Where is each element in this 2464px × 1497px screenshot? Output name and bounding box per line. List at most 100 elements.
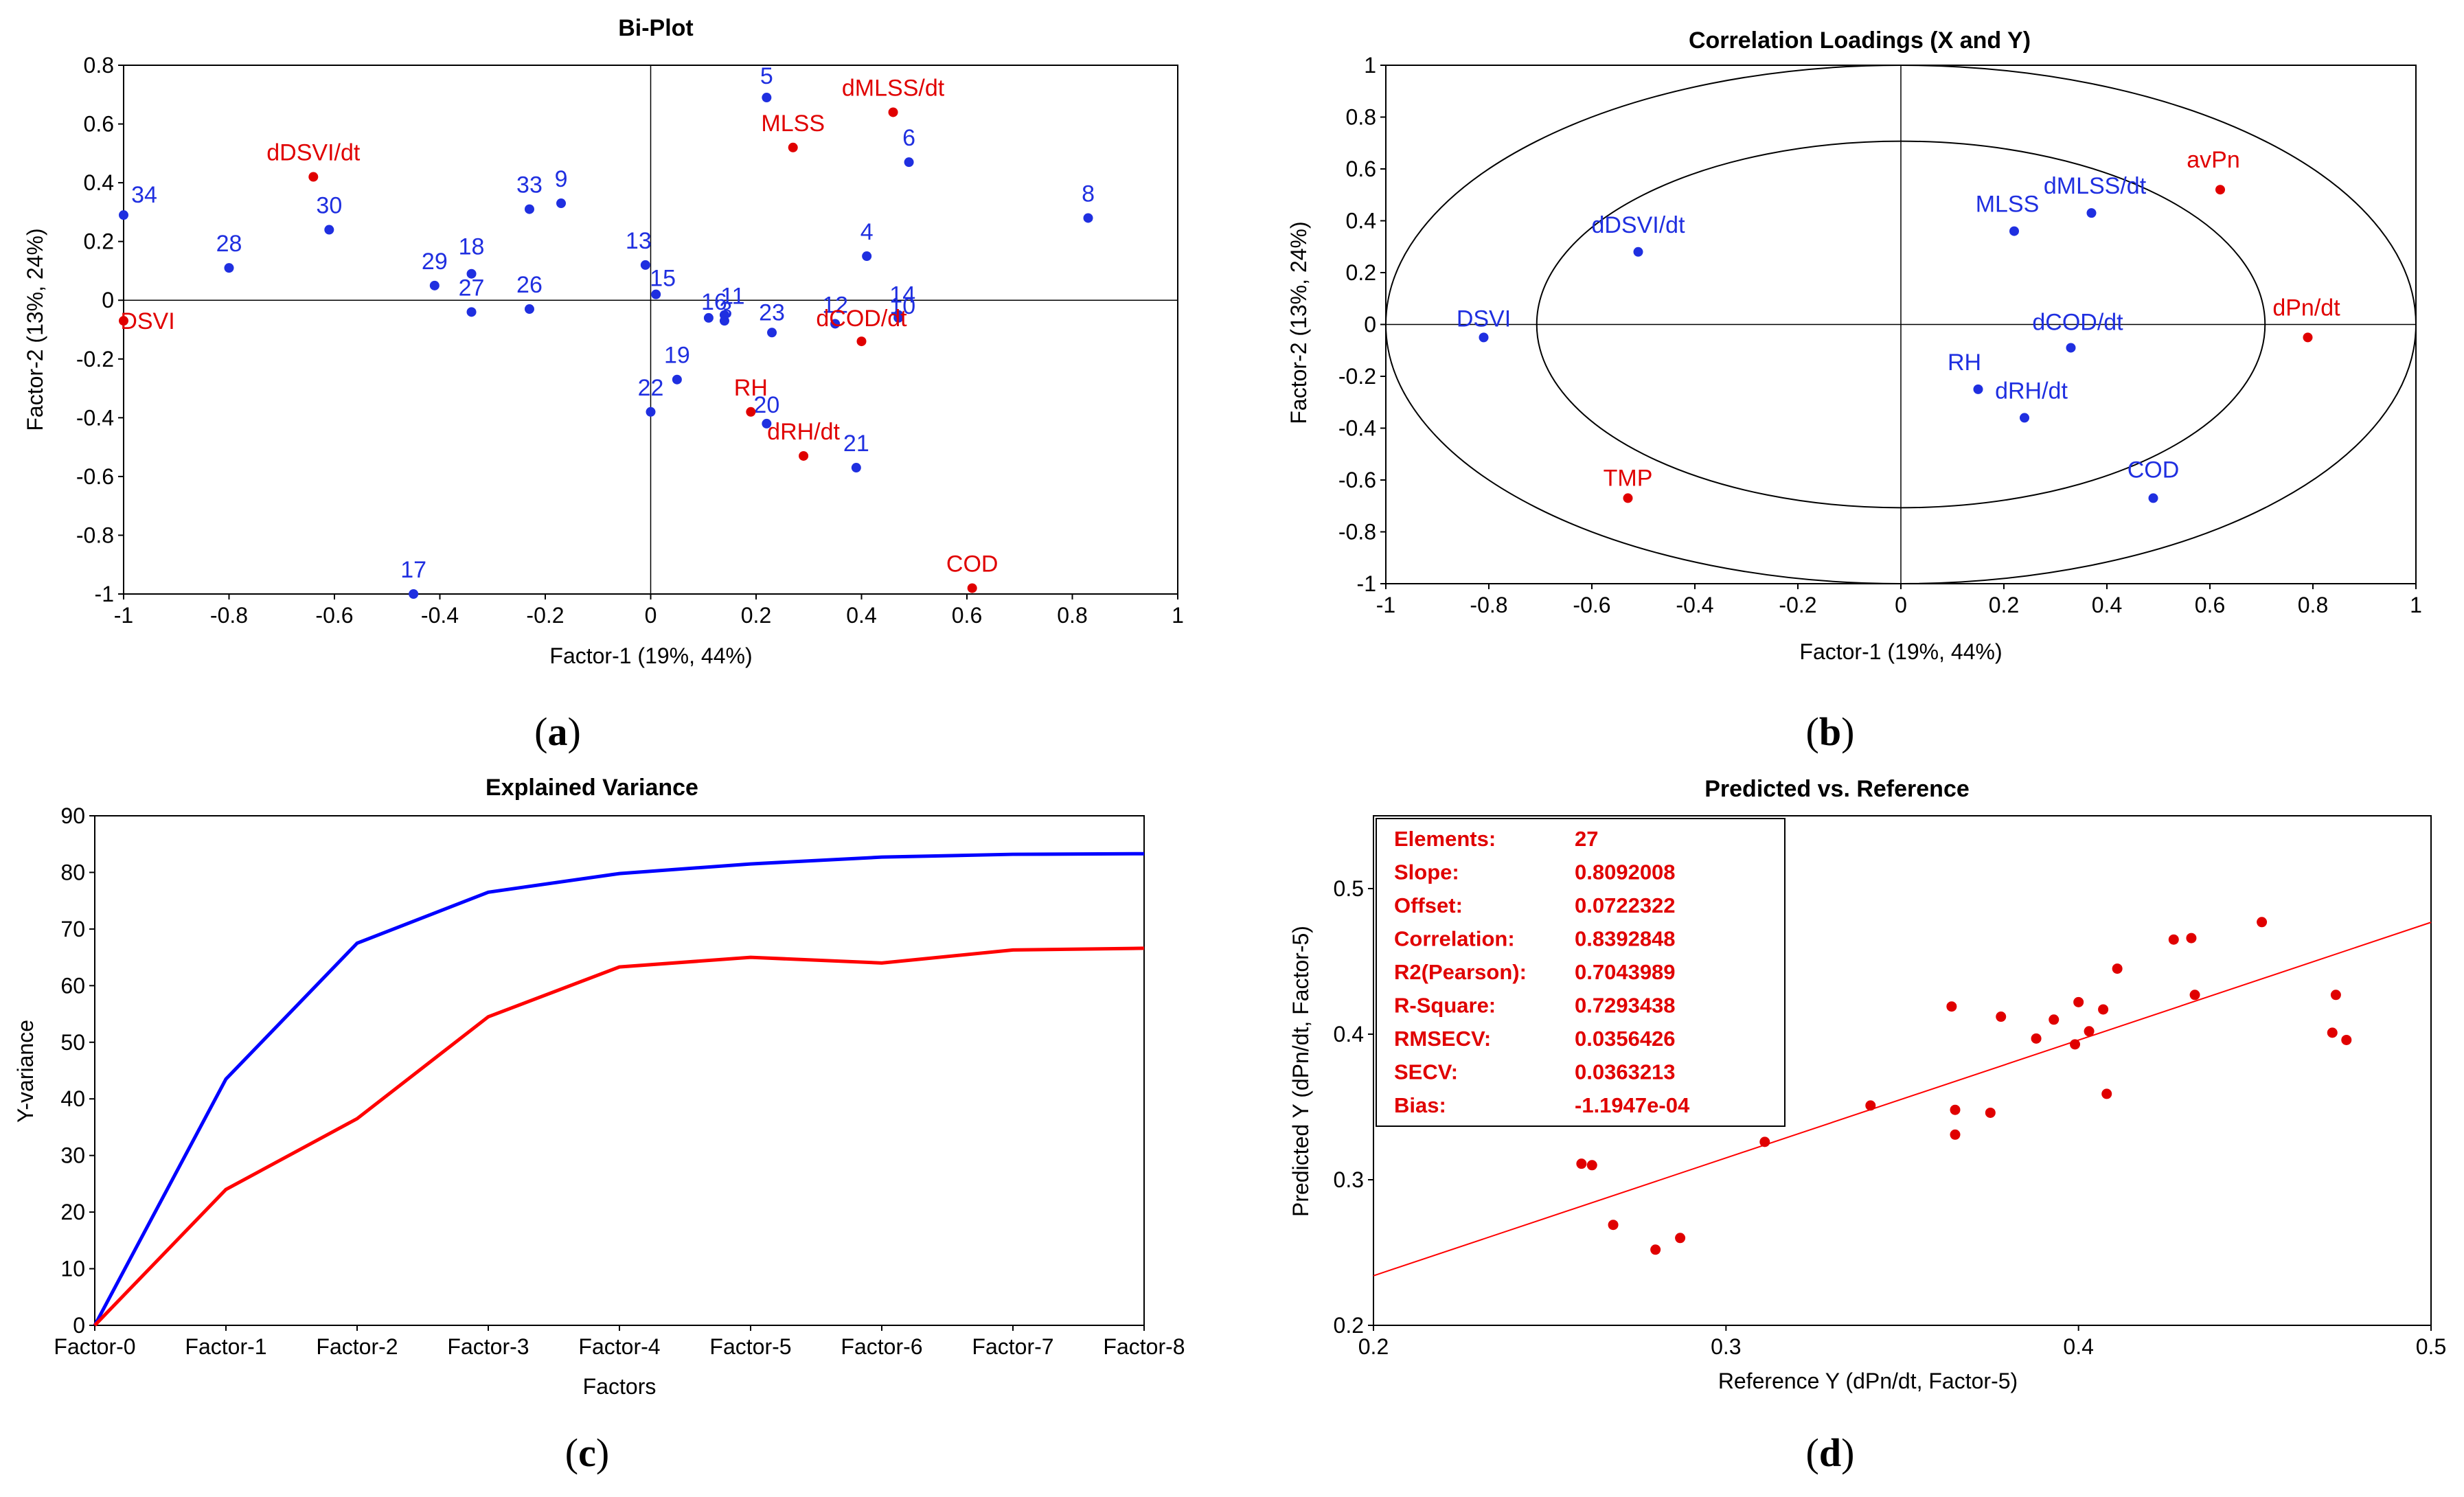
chart-a-point-label: 4 <box>860 219 874 245</box>
chart-c-ytick-label: 20 <box>60 1200 85 1224</box>
chart-c-ytick-label: 90 <box>60 803 85 828</box>
chart-a-point <box>308 172 319 182</box>
chart-d-point <box>1576 1158 1587 1169</box>
chart-d-stat-label: Correlation: <box>1394 927 1515 951</box>
chart-a-xtick-label: 0.6 <box>952 603 982 628</box>
chart-a-point <box>466 307 477 317</box>
chart-d-stat-value: 0.8392848 <box>1575 927 1676 951</box>
chart-a-point-label: 28 <box>216 231 242 257</box>
chart-d-stat-label: R2(Pearson): <box>1394 960 1527 984</box>
chart-d-xlabel: Reference Y (dPn/dt, Factor-5) <box>1718 1369 2018 1393</box>
chart-c-title: Explained Variance <box>486 775 698 801</box>
chart-d-point <box>2327 1027 2338 1038</box>
chart-a-point-label: 20 <box>753 392 779 418</box>
chart-a-point <box>830 319 841 329</box>
chart-b-ytick-label: -0.8 <box>1338 520 1376 545</box>
chart-a-point-label: 22 <box>638 375 664 401</box>
chart-c-ytick-label: 10 <box>60 1257 85 1281</box>
chart-a-xtick-label: -0.8 <box>210 603 248 628</box>
chart-a-point-label: 5 <box>760 63 773 89</box>
chart-a-point-label: 34 <box>131 182 157 208</box>
chart-b-point-label: dMLSS/dt <box>2044 173 2147 199</box>
chart-d-stat-label: Slope: <box>1394 860 1459 884</box>
chart-d-regression-line <box>1373 922 2432 1277</box>
chart-a-xtick-label: -0.2 <box>526 603 564 628</box>
chart-a-ytick-label: -0.8 <box>76 523 114 547</box>
chart-a-point <box>767 328 777 338</box>
chart-a-point <box>429 280 440 290</box>
chart-d-point <box>1586 1160 1597 1171</box>
chart-a-point-label: dDSVI/dt <box>266 140 361 166</box>
chart-c-xtick-label: Factor-4 <box>578 1334 660 1359</box>
chart-b-ytick-label: 0 <box>1364 312 1376 337</box>
chart-b-xtick-label: 0.8 <box>2298 593 2328 617</box>
chart-b-point <box>2009 226 2019 236</box>
chart-d-ytick-label: 0.5 <box>1334 876 1364 901</box>
chart-a-point-label: 12 <box>822 292 848 318</box>
chart-d-point <box>2031 1033 2042 1044</box>
chart-b-xtick-label: -0.8 <box>1470 593 1507 617</box>
chart-a-ytick-label: -0.6 <box>76 464 114 489</box>
chart-b-point <box>1623 493 1633 503</box>
chart-a-point <box>524 304 534 315</box>
chart-b-xlabel: Factor-1 (19%, 44%) <box>1799 639 2002 664</box>
chart-b-point <box>2086 208 2097 218</box>
chart-d-ytick-label: 0.4 <box>1334 1022 1364 1047</box>
chart-b-point <box>2066 343 2076 353</box>
chart-b-point <box>1973 384 1983 394</box>
chart-b-ytick-label: 0.6 <box>1346 157 1376 181</box>
chart-d-xtick-label: 0.4 <box>2063 1334 2093 1359</box>
chart-a-point <box>799 450 809 461</box>
chart-d-point <box>2168 934 2179 945</box>
chart-a-point-label: 30 <box>316 193 342 219</box>
chart-b-xtick-label: -0.4 <box>1676 593 1713 617</box>
chart-a-point-label: 23 <box>759 299 785 325</box>
chart-a-xtick-label: 0.4 <box>846 603 876 628</box>
chart-d-stat-value: 0.0356426 <box>1575 1027 1676 1051</box>
chart-d-ylabel: Predicted Y (dPn/dt, Factor-5) <box>1288 926 1313 1217</box>
chart-d-xtick-label: 0.3 <box>1711 1334 1741 1359</box>
chart-a-point <box>409 589 419 599</box>
chart-b-point-label: avPn <box>2187 147 2240 173</box>
chart-b-xtick-label: 1 <box>2410 593 2422 617</box>
chart-a-point-label: 6 <box>902 125 915 151</box>
chart-c-xtick-label: Factor-3 <box>447 1334 529 1359</box>
chart-b-xtick-label: 0.2 <box>1989 593 2019 617</box>
chart-a-xtick-label: 0.2 <box>741 603 771 628</box>
chart-a-ytick-label: -0.4 <box>76 405 114 430</box>
chart-b-correlation-circle <box>1385 65 2417 584</box>
chart-a-point-label: 3 <box>719 297 732 323</box>
chart-b-point <box>1479 332 1489 343</box>
chart-d-point <box>1950 1104 1961 1115</box>
chart-c-ytick-label: 60 <box>60 973 85 998</box>
chart-a-point <box>224 263 234 273</box>
chart-d-stat-label: R-Square: <box>1394 994 1496 1018</box>
chart-d-point <box>1650 1244 1661 1255</box>
chart-c-series-line-validation <box>93 946 1145 1327</box>
chart-d-ytick-label: 0.2 <box>1334 1313 1364 1338</box>
chart-a-ylabel: Factor-2 (13%, 24%) <box>23 228 47 431</box>
chart-b-ytick-label: 1 <box>1364 53 1376 78</box>
chart-c-ytick-label: 50 <box>60 1030 85 1055</box>
chart-a-point-label: MLSS <box>761 111 825 137</box>
chart-a-point <box>762 418 772 428</box>
chart-a-point <box>888 107 898 117</box>
chart-d-stat-value: -1.1947e-04 <box>1575 1093 1690 1117</box>
chart-a-point <box>856 336 867 347</box>
chart-b-point <box>2215 185 2225 195</box>
chart-b-point <box>2303 332 2313 343</box>
chart-c: Explained Variance Factor-0 Factor-1 Facto… <box>13 775 1185 1399</box>
chart-a-point-label: dCOD/dt <box>816 306 907 332</box>
chart-d-stat-value: 0.7293438 <box>1575 994 1676 1018</box>
chart-d-point <box>2098 1004 2109 1015</box>
chart-a-point-label: 8 <box>1082 181 1095 207</box>
chart-a-point-label: 27 <box>459 275 485 301</box>
chart-a-point <box>651 289 661 299</box>
chart-a-ytick-label: 0 <box>102 288 114 312</box>
chart-b-ytick-label: -1 <box>1357 571 1376 596</box>
panel-label-c: (c) <box>565 1430 609 1475</box>
chart-a-point-label: 10 <box>889 293 915 319</box>
chart-d-point <box>2330 990 2341 1001</box>
chart-a-point-label: 18 <box>459 234 485 260</box>
chart-d-stat-label: SECV: <box>1394 1060 1458 1084</box>
